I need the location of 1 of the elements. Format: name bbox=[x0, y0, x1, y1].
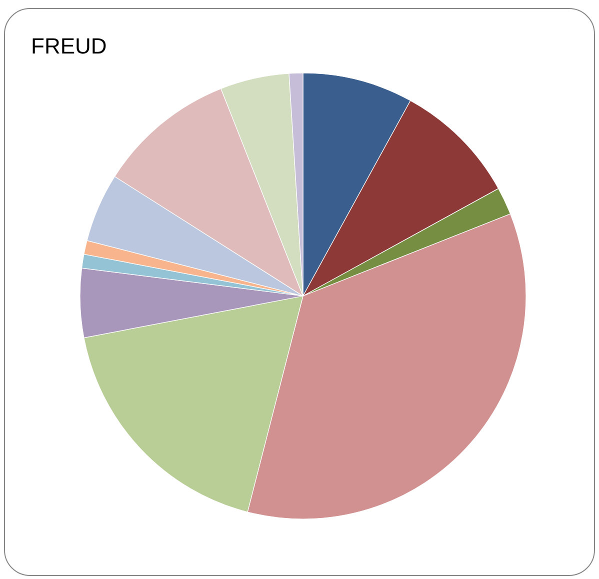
chart-title: FREUD bbox=[31, 34, 107, 58]
